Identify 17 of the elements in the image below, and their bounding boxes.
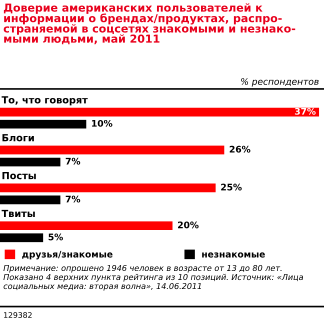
- y-tick-label: Посты: [2, 172, 36, 180]
- y-tick-label: То, что говорят: [2, 96, 88, 106]
- data-label: 26%: [230, 146, 250, 153]
- chart-title: Доверие американских пользователей к информации о брендах/продуктах, распро- страняемой в соцсетях знакомыми и незнако- мыми людьми, май 2011: [4, 3, 296, 44]
- text: Примечание: опрошено 1946 человек в возрасте от 13 до 80 лет. Показано 4 верхних пункта рейтинга из 10 позиций. Источник: «Лица социальных медиа: вторая волна», 14.06.2011: [3, 264, 303, 291]
- data-label: 7%: [66, 158, 80, 165]
- data-label: 7%: [66, 196, 80, 203]
- legend-label: незнакомые: [202, 252, 265, 258]
- data-label: 20%: [178, 222, 199, 228]
- data-label: 37%: [294, 108, 316, 115]
- y-tick-label: Блоги: [2, 134, 34, 142]
- data-label: 5%: [48, 234, 63, 240]
- data-label: 10%: [92, 120, 112, 127]
- data-label: 25%: [221, 184, 242, 190]
- y-tick-label: Твиты: [2, 210, 35, 217]
- legend-label: друзья/знакомые: [22, 250, 112, 260]
- chart-subtitle: % респондентов: [241, 78, 319, 87]
